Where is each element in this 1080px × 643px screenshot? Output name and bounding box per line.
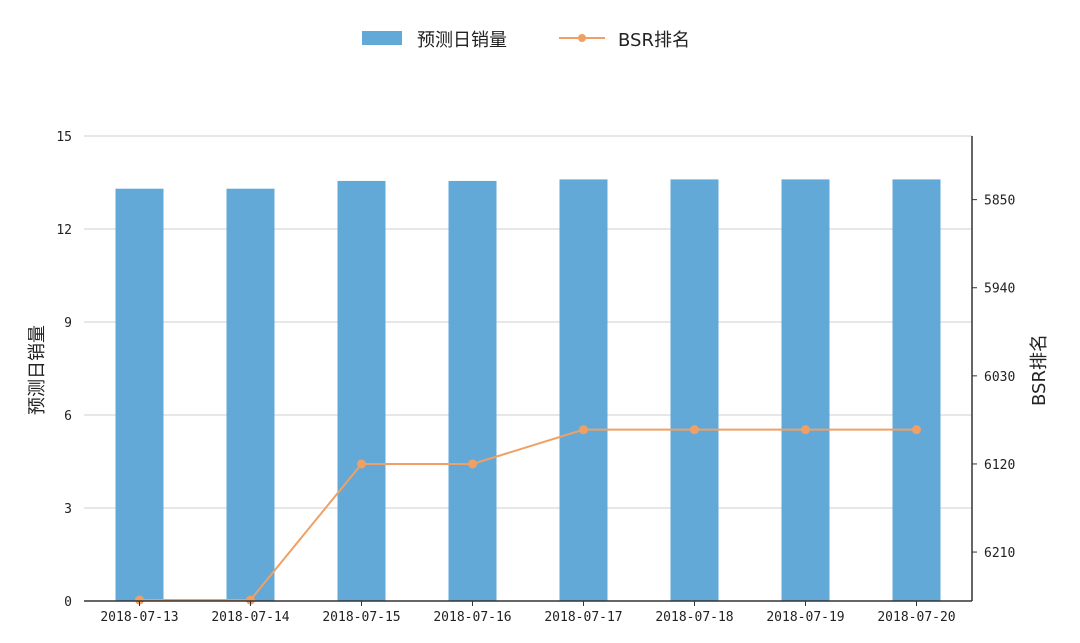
right-axis-tick-label: 5940 bbox=[984, 282, 1015, 297]
left-axis-tick-label: 12 bbox=[56, 223, 72, 238]
bsr-point bbox=[690, 425, 699, 435]
bar bbox=[337, 180, 386, 601]
left-axis-tick-label: 0 bbox=[64, 595, 72, 610]
left-axis-tick-label: 6 bbox=[64, 409, 72, 424]
gridlines bbox=[84, 135, 972, 509]
right-axis-tick-label: 5850 bbox=[984, 194, 1015, 209]
bsr-point bbox=[246, 595, 255, 605]
x-axis-tick-label: 2018-07-16 bbox=[433, 610, 511, 625]
x-axis-tick-label: 2018-07-20 bbox=[877, 610, 955, 625]
axes bbox=[84, 136, 973, 602]
bar bbox=[226, 188, 275, 601]
bsr-point bbox=[468, 459, 477, 469]
right-axis-tick-label: 6030 bbox=[984, 370, 1015, 385]
legend-label-sales: 预测日销量 bbox=[417, 30, 507, 51]
legend-label-bsr: BSR排名 bbox=[618, 30, 690, 51]
bsr-point bbox=[135, 595, 144, 605]
line-series-bsr bbox=[135, 425, 921, 605]
right-axis-tick-label: 6210 bbox=[984, 546, 1015, 561]
x-axis-ticks: 2018-07-13 2018-07-14 2018-07-15 2018-07-16… bbox=[100, 601, 956, 625]
left-axis-tick-label: 15 bbox=[56, 130, 72, 145]
bar bbox=[448, 180, 497, 601]
right-axis-ticks: 5850 5940 6030 6120 6210 bbox=[972, 194, 1015, 561]
bar bbox=[781, 179, 830, 601]
x-axis-tick-label: 2018-07-17 bbox=[544, 610, 622, 625]
legend-swatch-sales bbox=[362, 31, 402, 45]
bsr-line bbox=[139, 428, 917, 602]
left-axis-ticks: 0 3 6 9 12 15 bbox=[56, 130, 72, 610]
legend: 预测日销量 BSR排名 bbox=[362, 30, 690, 51]
x-axis-tick-label: 2018-07-19 bbox=[766, 610, 844, 625]
left-axis-tick-label: 3 bbox=[64, 502, 72, 517]
legend-marker-bsr bbox=[578, 34, 586, 42]
bar bbox=[670, 179, 719, 601]
right-axis-title: BSR排名 bbox=[1029, 334, 1050, 406]
bar bbox=[559, 179, 608, 601]
bsr-point bbox=[912, 425, 921, 435]
bar bbox=[892, 179, 941, 601]
x-axis-tick-label: 2018-07-13 bbox=[100, 610, 178, 625]
bar-series-sales bbox=[115, 179, 941, 601]
x-axis-tick-label: 2018-07-18 bbox=[655, 610, 733, 625]
bsr-point bbox=[801, 425, 810, 435]
bar bbox=[115, 188, 164, 601]
bsr-point bbox=[579, 425, 588, 435]
left-axis-tick-label: 9 bbox=[64, 316, 72, 331]
x-axis-tick-label: 2018-07-14 bbox=[211, 610, 289, 625]
bsr-point bbox=[357, 459, 366, 469]
right-axis-tick-label: 6120 bbox=[984, 458, 1015, 473]
x-axis-tick-label: 2018-07-15 bbox=[322, 610, 400, 625]
left-axis-title: 预测日销量 bbox=[27, 325, 48, 415]
